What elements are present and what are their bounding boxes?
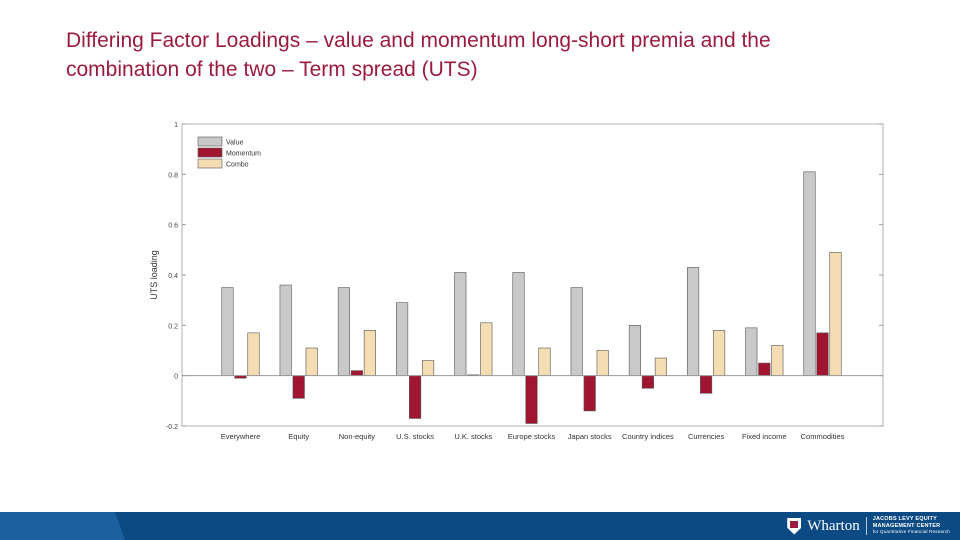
legend-label-value: Value	[226, 140, 243, 147]
bar-momentum-equity	[292, 375, 305, 399]
jacobs-levy-lockup: JACOBS LEVY EQUITY MANAGEMENT CENTER for…	[873, 516, 950, 536]
slide-title-line-2: combination of the two – Term spread (UT…	[66, 58, 478, 81]
x-tick-label-country-indices: Country indices	[622, 432, 674, 441]
bar-combo-non-equity	[363, 330, 376, 376]
legend-label-momentum: Momentum	[226, 151, 261, 158]
logo-divider	[865, 517, 867, 535]
y-tick-label: 1	[174, 122, 178, 129]
bar-momentum-currencies	[700, 375, 713, 394]
bar-momentum-europe-stocks	[525, 375, 538, 424]
footer-bar: Wharton JACOBS LEVY EQUITY MANAGEMENT CE…	[0, 512, 960, 540]
bar-combo-commodities	[829, 252, 842, 376]
y-tick-label: 0	[174, 374, 178, 381]
uts-loading-bar-chart: -0.2 0 0.2 0.4 0.6 0.8 1 Everywhere Equity Non-e…	[149, 122, 884, 441]
y-tick-label: 0.4	[168, 273, 178, 280]
slide-title: Differing Factor Loadings – value and mo…	[66, 26, 926, 84]
bar-value-commodities	[803, 171, 816, 376]
bar-value-u-k-stocks	[454, 272, 467, 376]
bar-momentum-non-equity	[350, 370, 363, 376]
slide-title-line-1: Differing Factor Loadings – value and mo…	[66, 29, 771, 52]
x-tick-label-u-k-stocks: U.K. stocks	[454, 432, 492, 441]
bar-value-japan-stocks	[570, 287, 583, 376]
y-tick-label: 0.8	[168, 172, 178, 179]
x-tick-label-everywhere: Everywhere	[221, 432, 261, 441]
x-tick-label-currencies: Currencies	[688, 432, 725, 441]
y-tick-label: 0.6	[168, 223, 178, 230]
x-tick-label-u-s-stocks: U.S. stocks	[396, 432, 434, 441]
lockup-line-3: for Quantitative Financial Research	[872, 529, 950, 535]
lockup-line-1: JACOBS LEVY EQUITY	[872, 516, 938, 523]
bars	[221, 171, 842, 424]
y-axis-ticks: -0.2 0 0.2 0.4 0.6 0.8 1	[166, 122, 883, 431]
bar-momentum-u-s-stocks	[409, 375, 422, 419]
legend-label-combo: Combo	[226, 162, 249, 169]
bar-combo-fixed-income	[771, 345, 784, 376]
bar-combo-u-k-stocks	[480, 322, 493, 376]
x-tick-label-equity: Equity	[288, 432, 309, 441]
bar-combo-equity	[305, 347, 318, 376]
legend: Value Momentum Combo	[196, 136, 270, 170]
y-tick-label: -0.2	[166, 424, 178, 431]
footer-logo: Wharton JACOBS LEVY EQUITY MANAGEMENT CE…	[787, 515, 950, 537]
x-tick-label-japan-stocks: Japan stocks	[568, 432, 612, 441]
footer-accent	[0, 512, 125, 540]
legend-swatch-momentum	[197, 147, 223, 158]
x-tick-label-europe-stocks: Europe stocks	[508, 432, 556, 441]
bar-combo-japan-stocks	[596, 350, 609, 376]
x-tick-label-non-equity: Non-equity	[339, 432, 376, 441]
bar-combo-u-s-stocks	[422, 360, 435, 376]
bar-value-non-equity	[337, 287, 350, 376]
legend-swatch-value	[197, 136, 223, 147]
bar-momentum-commodities	[816, 332, 829, 376]
bar-value-fixed-income	[745, 327, 758, 376]
wharton-shield-icon	[787, 517, 802, 535]
bar-value-everywhere	[221, 287, 234, 376]
bar-value-currencies	[687, 267, 700, 376]
bar-combo-currencies	[713, 330, 726, 376]
bar-value-u-s-stocks	[396, 302, 409, 376]
y-axis-label: UTS loading	[149, 250, 159, 300]
y-tick-label: 0.2	[168, 323, 178, 330]
x-tick-label-commodities: Commodities	[801, 432, 845, 441]
bar-value-equity	[279, 284, 292, 376]
bar-momentum-japan-stocks	[583, 375, 596, 412]
bar-combo-country-indices	[654, 357, 667, 376]
lockup-line-2: MANAGEMENT CENTER	[872, 522, 941, 529]
x-tick-label-fixed-income: Fixed income	[742, 432, 787, 441]
wharton-wordmark: Wharton	[807, 518, 860, 534]
bar-momentum-fixed-income	[758, 362, 771, 376]
bar-value-europe-stocks	[512, 272, 525, 376]
bar-momentum-country-indices	[641, 375, 654, 389]
bar-combo-everywhere	[247, 332, 260, 376]
legend-swatch-combo	[197, 158, 223, 169]
x-axis-labels: Everywhere Equity Non-equity U.S. stocks U.K…	[221, 432, 845, 441]
bar-combo-europe-stocks	[538, 347, 551, 376]
bar-value-country-indices	[628, 325, 641, 376]
